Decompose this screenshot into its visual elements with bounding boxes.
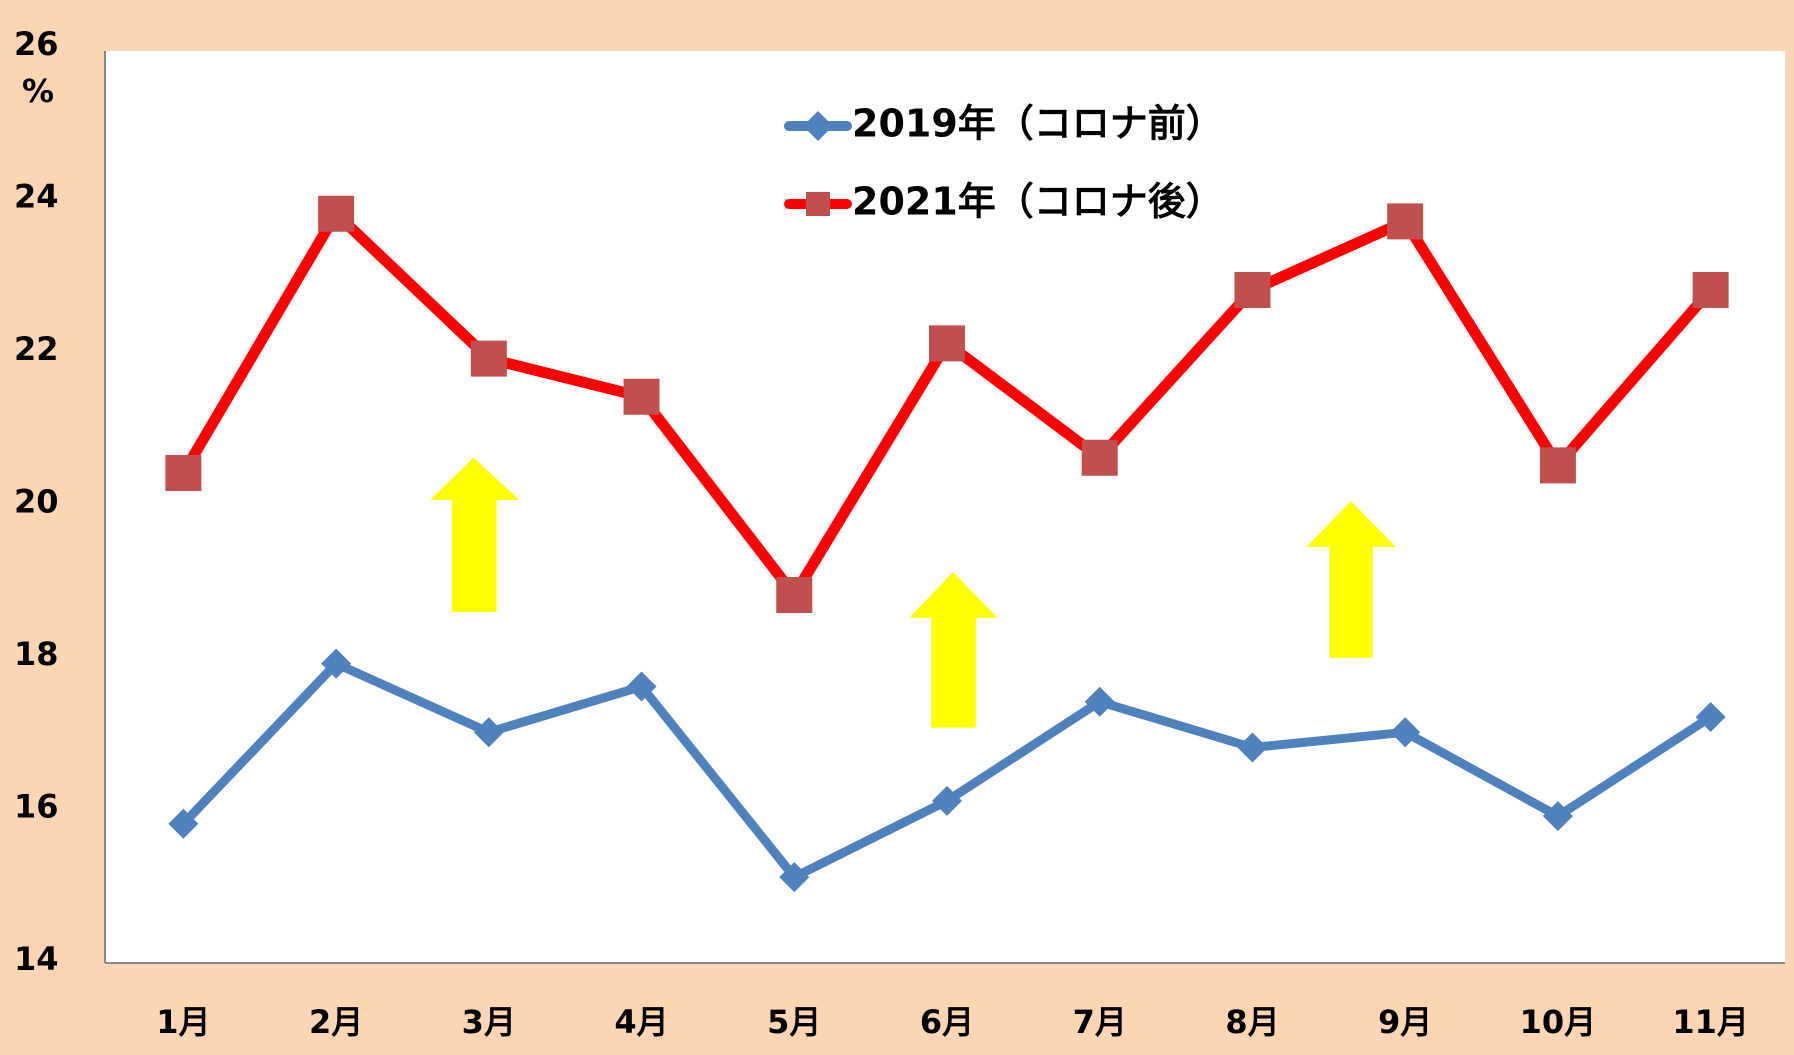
marker — [321, 648, 352, 679]
y-tick-label: 16 — [14, 788, 59, 826]
y-axis-label: % — [22, 72, 54, 110]
marker — [470, 340, 507, 377]
x-tick-label: 4月 — [614, 1003, 668, 1041]
x-tick-label: 7月 — [1073, 1003, 1127, 1041]
x-tick-label: 9月 — [1378, 1003, 1432, 1041]
marker — [1387, 203, 1424, 240]
marker — [776, 577, 813, 613]
marker — [623, 378, 660, 415]
marker — [473, 717, 504, 748]
x-tick-label: 6月 — [920, 1003, 974, 1041]
legend-marker — [803, 111, 833, 141]
marker — [1539, 447, 1576, 484]
x-tick-label: 5月 — [767, 1003, 821, 1041]
marker — [932, 785, 962, 816]
marker — [929, 325, 965, 362]
y-tick-label: 14 — [14, 940, 59, 978]
marker — [779, 862, 810, 893]
x-tick-label: 10月 — [1520, 1003, 1597, 1041]
x-tick-label: 11月 — [1672, 1003, 1749, 1041]
marker — [1695, 702, 1726, 732]
legend-label: 2019年（コロナ前） — [852, 102, 1224, 146]
marker — [1084, 686, 1115, 717]
legend-label: 2021年（コロナ後） — [852, 180, 1224, 224]
marker — [1237, 732, 1268, 763]
y-tick-label: 20 — [14, 483, 59, 521]
marker — [1542, 801, 1573, 832]
y-tick-label: 26 — [14, 25, 59, 63]
marker — [626, 671, 657, 702]
arrow — [909, 572, 998, 728]
arrow — [1306, 501, 1396, 658]
marker — [1390, 717, 1421, 748]
y-tick-label: 24 — [14, 178, 59, 216]
y-tick-label: 18 — [14, 635, 59, 673]
marker — [165, 455, 202, 491]
x-tick-label: 3月 — [462, 1003, 516, 1041]
marker — [168, 808, 199, 839]
marker — [1081, 439, 1118, 476]
marker — [318, 195, 355, 232]
arrows — [430, 457, 1396, 728]
x-tick-label: 8月 — [1225, 1003, 1279, 1041]
marker — [1692, 272, 1729, 308]
x-tick-label: 2月 — [309, 1003, 363, 1041]
arrow — [430, 457, 520, 613]
y-tick-label: 22 — [14, 330, 59, 368]
marker — [1234, 272, 1271, 308]
legend-marker — [806, 192, 830, 216]
x-tick-label: 1月 — [156, 1003, 210, 1041]
